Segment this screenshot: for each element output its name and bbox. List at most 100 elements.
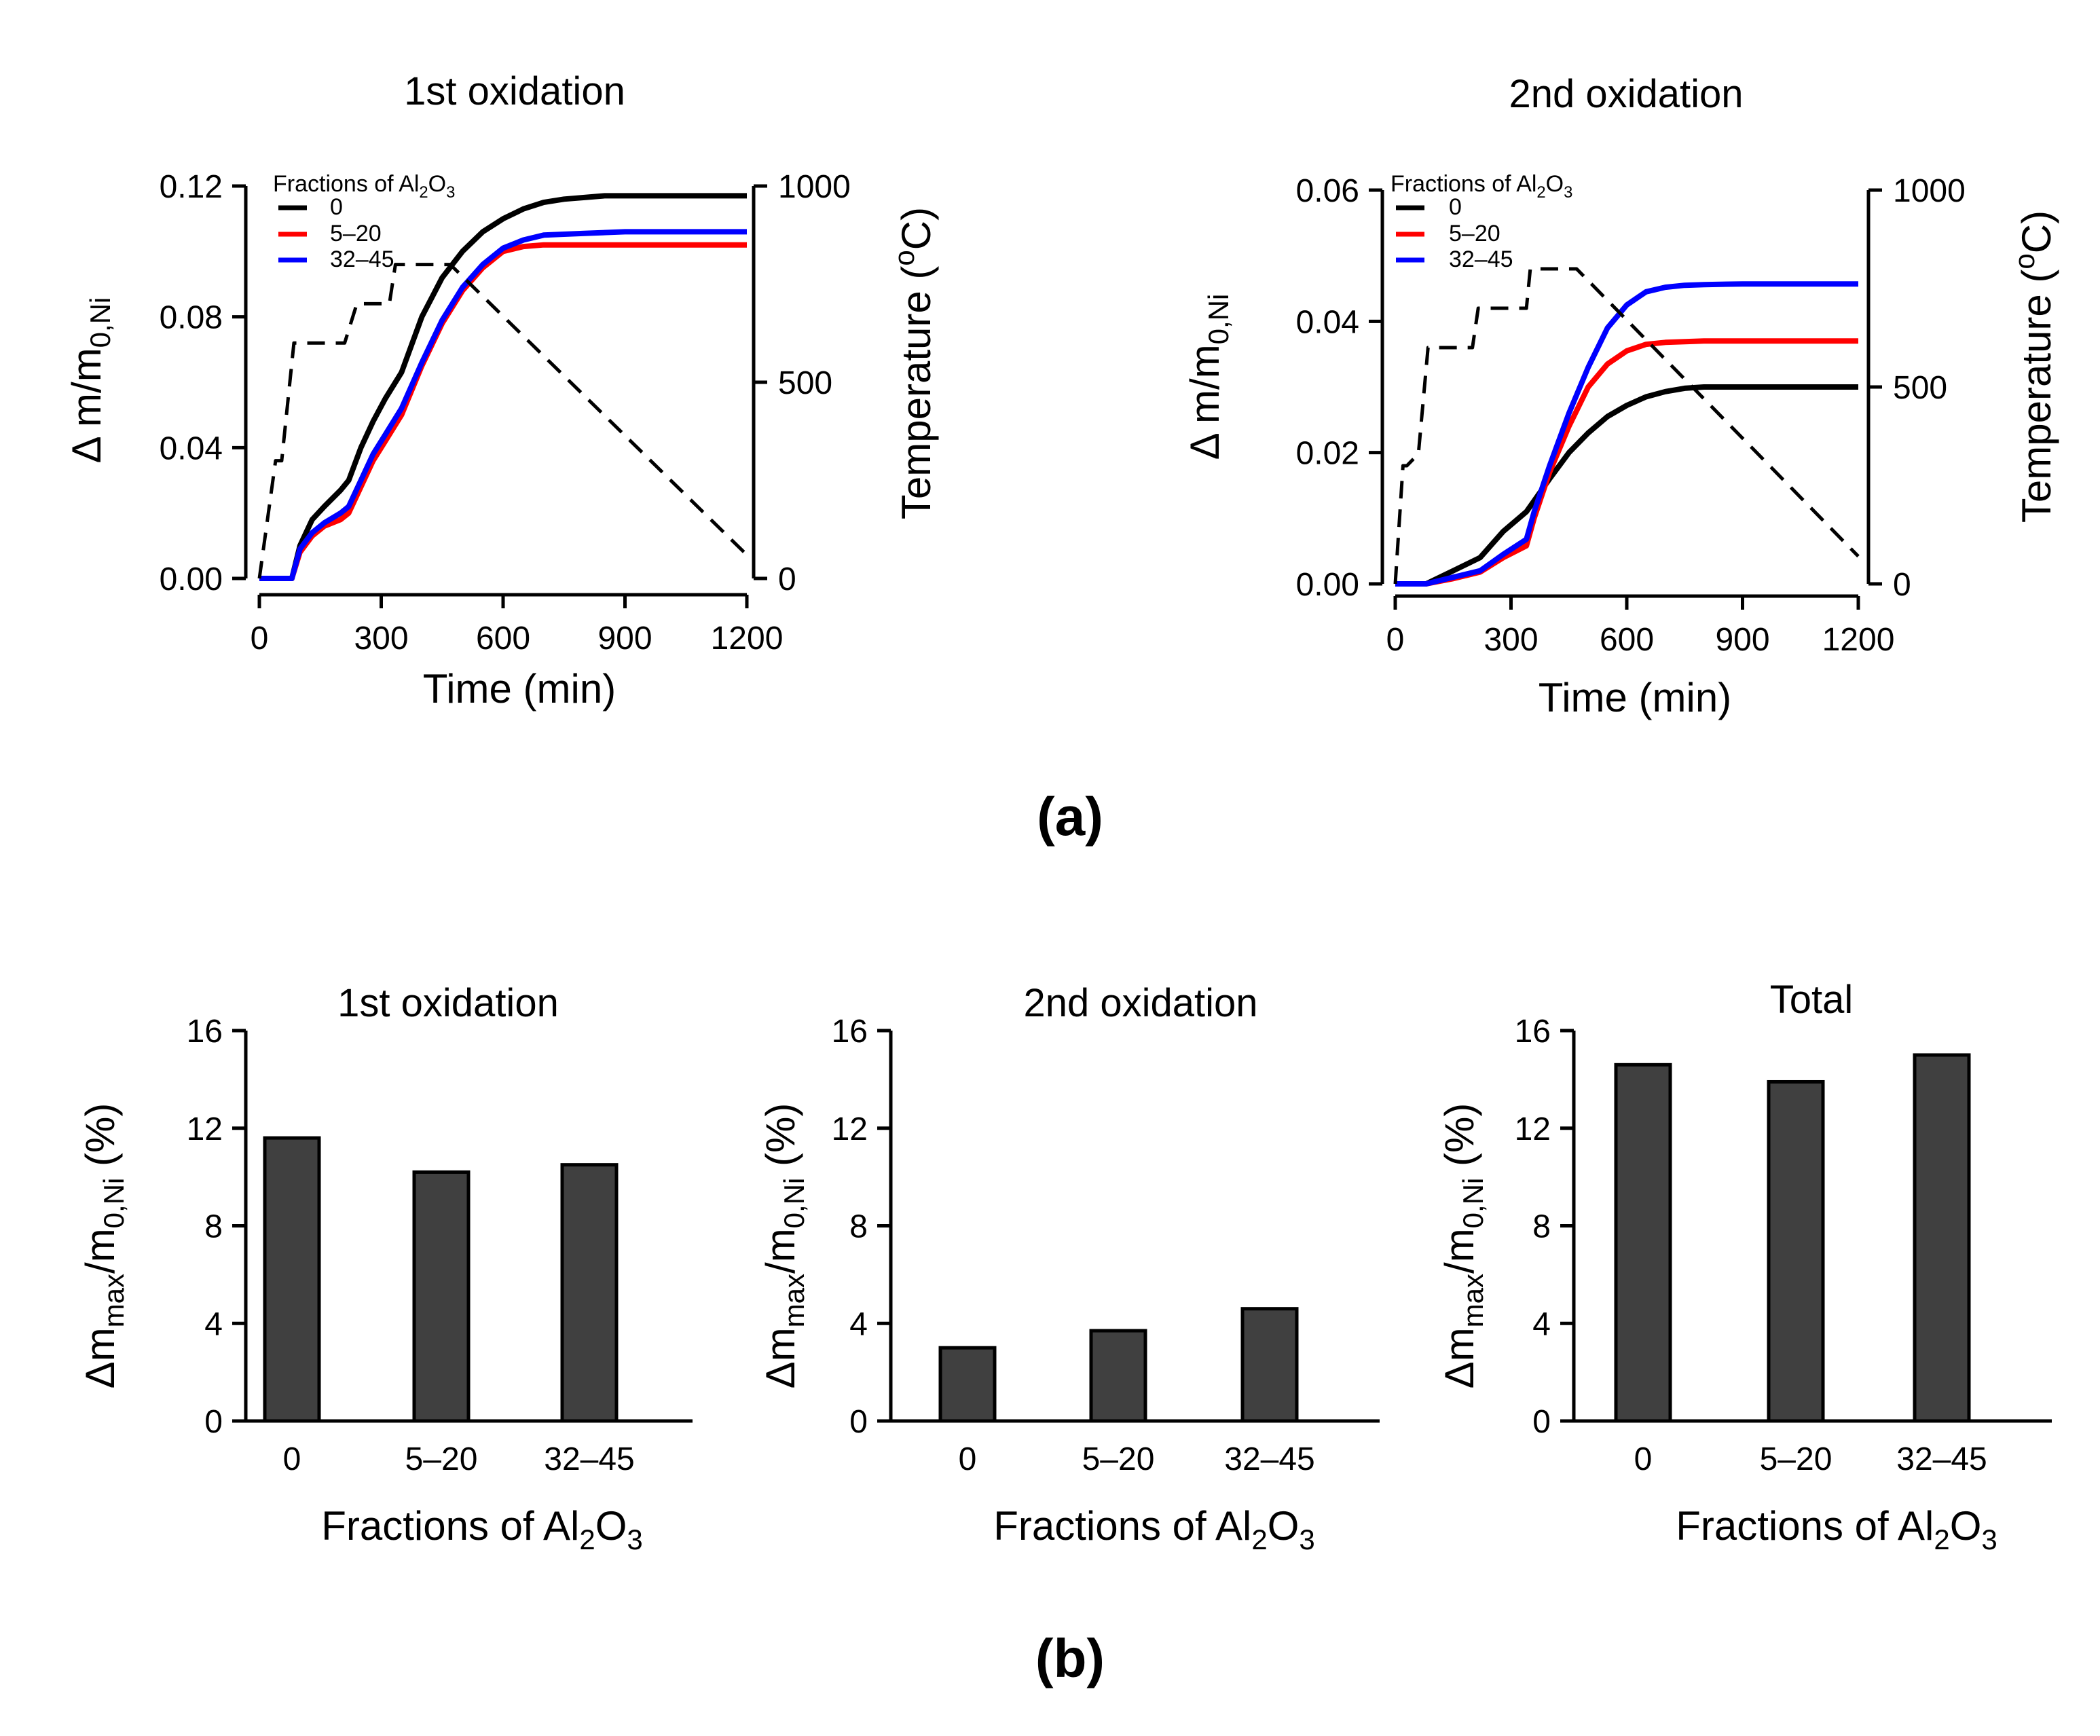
plot-area: 0.00 0.04 0.08 0.12 0 500 1000 0 300 600 900 1200 bbox=[160, 169, 851, 657]
bar bbox=[938, 1346, 997, 1423]
x-tick-label: 900 bbox=[597, 621, 652, 657]
y-right-tick-label: 500 bbox=[778, 365, 832, 401]
bar bbox=[263, 1136, 321, 1423]
x-tick-label: 300 bbox=[1484, 622, 1538, 658]
legend-label: 5–20 bbox=[330, 221, 382, 246]
series-line bbox=[259, 242, 747, 581]
y-tick-label: 8 bbox=[1532, 1209, 1551, 1245]
temperature-line bbox=[1393, 267, 1860, 585]
x-axis-label: Time (min) bbox=[423, 666, 616, 712]
y-axis-label: Δmmax/m0,Ni (%) bbox=[758, 1103, 810, 1389]
series-line bbox=[259, 193, 747, 581]
legend-title: Fractions of Al2O3 bbox=[1390, 171, 1572, 202]
series-line bbox=[1395, 281, 1858, 587]
plot-area: 0 5–20 32–45 0 4 8 12 16 bbox=[1515, 1014, 2052, 1477]
y-tick-label: 0.12 bbox=[160, 169, 223, 205]
chart-title: 1st oxidation bbox=[404, 69, 625, 113]
bar bbox=[1913, 1053, 1971, 1423]
panel-label-b: (b) bbox=[1035, 1628, 1105, 1688]
line-chart-2nd-oxidation: 2nd oxidation 0.00 0.02 0.04 0.06 0 500 1000 0 3… bbox=[1182, 72, 2059, 720]
x-tick-label: 0 bbox=[283, 1441, 301, 1477]
legend: Fractions of Al2O3 0 5–20 32–45 bbox=[1390, 171, 1572, 272]
x-tick-label: 32–45 bbox=[1224, 1441, 1314, 1477]
y-tick-label: 8 bbox=[849, 1209, 868, 1245]
bar bbox=[560, 1163, 619, 1423]
y-tick-label: 4 bbox=[1532, 1306, 1551, 1342]
y-tick-label: 0.04 bbox=[1296, 304, 1359, 340]
x-axis-label: Fractions of Al2O3 bbox=[321, 1503, 643, 1555]
y-tick-label: 0.08 bbox=[160, 300, 223, 336]
y-axis-label: Δmmax/m0,Ni (%) bbox=[77, 1103, 130, 1389]
x-axis-label: Fractions of Al2O3 bbox=[993, 1503, 1315, 1555]
series-line bbox=[259, 229, 747, 581]
x-tick-label: 1200 bbox=[1822, 622, 1895, 658]
x-tick-label: 32–45 bbox=[1896, 1441, 1987, 1477]
chart-title: 1st oxidation bbox=[337, 981, 559, 1025]
y-tick-label: 0.00 bbox=[1296, 567, 1359, 603]
x-tick-label: 600 bbox=[1600, 622, 1654, 658]
x-tick-label: 600 bbox=[476, 621, 530, 657]
y-tick-label: 0 bbox=[849, 1404, 868, 1440]
bar bbox=[1614, 1063, 1672, 1423]
y-tick-label: 12 bbox=[187, 1111, 223, 1147]
x-tick-label: 0 bbox=[1386, 622, 1405, 658]
x-tick-label: 0 bbox=[251, 621, 269, 657]
y-right-tick-label: 500 bbox=[1893, 370, 1947, 406]
x-tick-label: 300 bbox=[354, 621, 408, 657]
y-tick-label: 0.00 bbox=[160, 561, 223, 597]
y-right-tick-label: 0 bbox=[1893, 567, 1911, 603]
y-tick-label: 0.06 bbox=[1296, 173, 1359, 209]
y-tick-label: 16 bbox=[187, 1014, 223, 1050]
y-tick-label: 0.02 bbox=[1296, 436, 1359, 472]
panel-label-a: (a) bbox=[1037, 786, 1103, 847]
x-tick-label: 900 bbox=[1715, 622, 1769, 658]
legend-title: Fractions of Al2O3 bbox=[273, 171, 455, 202]
x-tick-label: 0 bbox=[1634, 1441, 1653, 1477]
line-chart-1st-oxidation: 1st oxidation 0.00 0.04 0.08 0.12 0 500 1000 0 3… bbox=[64, 69, 939, 712]
y-tick-label: 16 bbox=[832, 1014, 868, 1050]
x-tick-label: 5–20 bbox=[1760, 1441, 1832, 1477]
y-axis-label-right: Temperature (oC) bbox=[888, 207, 939, 519]
y-tick-label: 4 bbox=[204, 1306, 223, 1342]
x-axis-label: Time (min) bbox=[1539, 675, 1731, 720]
legend-label: 0 bbox=[330, 194, 343, 220]
chart-title: 2nd oxidation bbox=[1023, 981, 1257, 1025]
legend-label: 0 bbox=[1449, 194, 1462, 220]
plot-area: 0 5–20 32–45 0 4 8 12 16 bbox=[832, 1014, 1380, 1477]
x-tick-label: 5–20 bbox=[1082, 1441, 1155, 1477]
y-tick-label: 0.04 bbox=[160, 430, 223, 466]
x-tick-label: 1200 bbox=[711, 621, 784, 657]
plot-area: 0 5–20 32–45 0 4 8 12 16 bbox=[187, 1014, 693, 1477]
y-axis-label: Δ m/m0,Ni bbox=[64, 297, 116, 464]
x-tick-label: 32–45 bbox=[544, 1441, 634, 1477]
y-tick-label: 16 bbox=[1515, 1014, 1551, 1050]
plot-area: 0.00 0.02 0.04 0.06 0 500 1000 0 300 600 900 1200 bbox=[1296, 173, 1966, 658]
y-tick-label: 12 bbox=[1515, 1111, 1551, 1147]
chart-title: Total bbox=[1770, 978, 1854, 1022]
y-tick-label: 0 bbox=[204, 1404, 223, 1440]
series-line bbox=[1395, 338, 1858, 587]
y-axis-label-right: Temperature (oC) bbox=[2008, 210, 2059, 523]
y-right-tick-label: 1000 bbox=[778, 169, 851, 205]
y-tick-label: 8 bbox=[204, 1209, 223, 1245]
y-tick-label: 0 bbox=[1532, 1404, 1551, 1440]
chart-title: 2nd oxidation bbox=[1509, 72, 1743, 116]
bar bbox=[1767, 1079, 1825, 1423]
x-tick-label: 0 bbox=[959, 1441, 977, 1477]
legend-label: 32–45 bbox=[1449, 246, 1513, 272]
y-right-tick-label: 0 bbox=[778, 561, 796, 597]
bar-chart-2nd-oxidation: 2nd oxidation 0 5–20 32–45 0 4 8 12 16 Δmmax/m0… bbox=[758, 981, 1380, 1555]
x-tick-label: 5–20 bbox=[405, 1441, 478, 1477]
legend: Fractions of Al2O3 0 5–20 32–45 bbox=[273, 171, 455, 272]
bar bbox=[1240, 1307, 1299, 1423]
y-axis-label: Δmmax/m0,Ni (%) bbox=[1437, 1103, 1489, 1389]
y-tick-label: 4 bbox=[849, 1306, 868, 1342]
series-line bbox=[1395, 384, 1858, 587]
bar bbox=[412, 1170, 471, 1423]
bar bbox=[1089, 1329, 1147, 1423]
legend-label: 32–45 bbox=[330, 246, 394, 272]
bar-chart-1st-oxidation: 1st oxidation 0 5–20 32–45 0 4 8 12 16 Δmmax/m0… bbox=[77, 981, 693, 1555]
y-tick-label: 12 bbox=[832, 1111, 868, 1147]
